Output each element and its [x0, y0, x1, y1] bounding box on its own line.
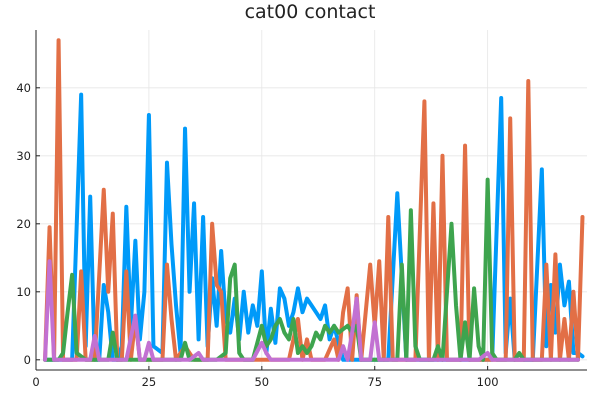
x-tick-label-3: 75 [367, 375, 382, 389]
y-tick-label-0: 0 [24, 353, 31, 367]
axes: 0 25 50 75 100 0 10 20 30 40 [16, 30, 587, 389]
y-tick-label-2: 20 [16, 217, 31, 231]
y-tick-label-4: 40 [16, 81, 31, 95]
y-tick-label-3: 30 [16, 149, 31, 163]
series-line-1 [43, 92, 585, 362]
x-tick-label-2: 50 [254, 375, 269, 389]
x-tick-label-0: 0 [32, 375, 39, 389]
series-line-4 [43, 259, 580, 362]
x-tick-label-4: 100 [477, 375, 499, 389]
series-layer [43, 38, 585, 362]
chart-title: cat00 contact [245, 1, 376, 23]
x-tick-label-1: 25 [142, 375, 157, 389]
y-tick-label-1: 10 [16, 285, 31, 299]
